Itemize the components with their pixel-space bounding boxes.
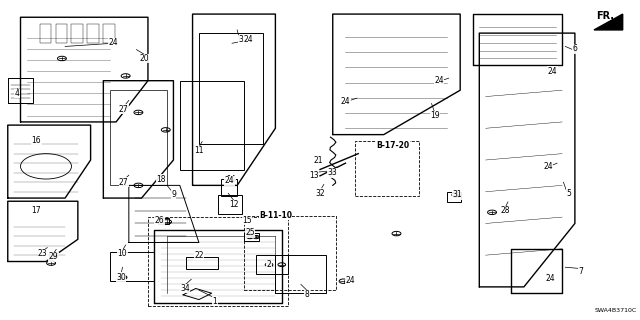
Text: B-17-20: B-17-20 (377, 141, 410, 150)
Text: 30: 30 (116, 273, 126, 282)
Text: 5: 5 (566, 189, 571, 198)
Text: 1: 1 (212, 297, 217, 306)
Text: 15: 15 (242, 216, 252, 225)
Text: 8: 8 (305, 290, 310, 299)
Text: 24: 24 (543, 162, 553, 171)
Bar (180, 81, 244, 170)
Text: 16: 16 (31, 136, 41, 146)
Bar (40, 24, 51, 43)
Text: 14: 14 (226, 174, 236, 184)
Bar (256, 255, 288, 274)
Text: 18: 18 (156, 174, 166, 184)
Text: 24: 24 (225, 176, 234, 185)
Text: 24: 24 (243, 35, 253, 44)
Bar (109, 90, 167, 185)
Bar (244, 215, 336, 290)
Text: 29: 29 (49, 252, 58, 261)
Text: 27: 27 (119, 178, 129, 187)
Bar (244, 233, 259, 241)
Bar (218, 195, 243, 214)
Bar (56, 24, 67, 43)
Text: 9: 9 (171, 190, 176, 199)
Bar (199, 33, 262, 144)
Text: 10: 10 (118, 249, 127, 258)
Text: 13: 13 (309, 172, 319, 180)
Text: 24: 24 (108, 38, 118, 47)
Text: 7: 7 (579, 267, 584, 276)
Bar (355, 141, 419, 196)
Bar (221, 179, 237, 196)
Bar (186, 257, 218, 269)
Text: 24: 24 (548, 67, 557, 76)
Text: 17: 17 (31, 206, 41, 215)
Text: 31: 31 (452, 190, 462, 199)
Text: 12: 12 (229, 200, 239, 209)
Bar (72, 24, 83, 43)
Text: 28: 28 (500, 206, 509, 215)
Text: 23: 23 (38, 249, 47, 258)
Bar (103, 24, 115, 43)
Text: 21: 21 (314, 156, 323, 164)
Text: B-11-10: B-11-10 (259, 211, 292, 220)
Text: 20: 20 (140, 54, 150, 63)
Bar (157, 218, 169, 224)
Text: 24: 24 (435, 76, 444, 85)
Bar (88, 24, 99, 43)
Text: 27: 27 (119, 105, 129, 114)
Text: 24: 24 (340, 97, 350, 106)
Polygon shape (594, 14, 623, 30)
Text: 19: 19 (430, 111, 440, 120)
Text: 22: 22 (194, 251, 204, 260)
Text: 33: 33 (328, 168, 338, 177)
Text: 34: 34 (180, 284, 190, 293)
Text: 32: 32 (315, 189, 325, 198)
Text: FR.: FR. (596, 11, 614, 21)
Bar (148, 217, 288, 306)
Text: 6: 6 (572, 44, 577, 53)
Text: 11: 11 (194, 146, 204, 155)
Text: SWA4B3710C: SWA4B3710C (595, 308, 637, 313)
Text: 26: 26 (155, 216, 164, 225)
Bar (109, 252, 154, 281)
Text: 24: 24 (546, 275, 556, 284)
Bar (447, 192, 461, 202)
Text: 4: 4 (15, 89, 20, 98)
Text: 25: 25 (245, 228, 255, 237)
Text: 24: 24 (346, 276, 355, 285)
Text: 2: 2 (267, 260, 271, 269)
Text: 3: 3 (238, 35, 243, 44)
Bar (275, 255, 326, 293)
